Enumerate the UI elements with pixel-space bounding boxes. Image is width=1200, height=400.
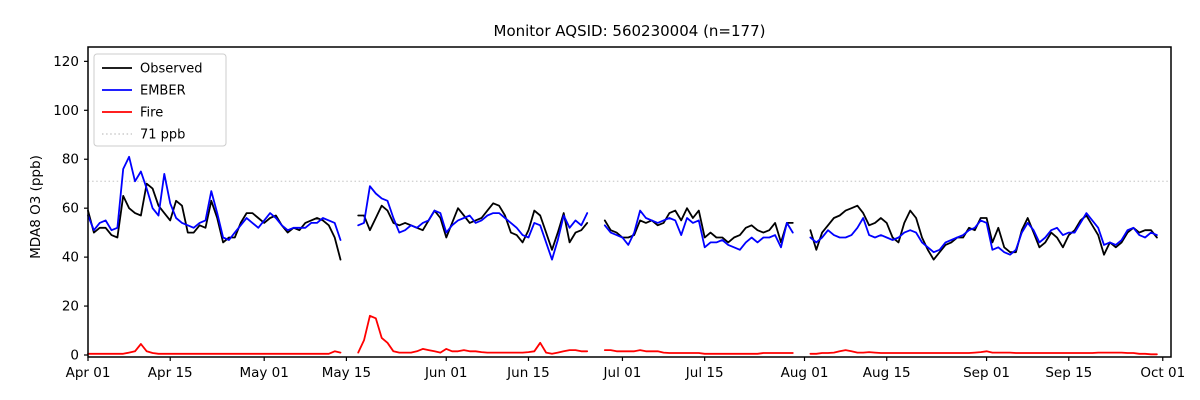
legend-item: Observed [102,62,203,77]
x-tick-label: Jul 15 [685,365,724,381]
y-tick-label: 100 [53,103,79,119]
legend-label: Observed [140,62,203,77]
y-tick-label: 40 [62,250,79,266]
x-tick-label: Sep 15 [1045,365,1092,381]
x-tick-label: Oct 01 [1140,365,1185,381]
x-tick-label: Apr 15 [148,365,193,381]
x-tick-label: Apr 01 [66,365,111,381]
x-tick-label: Aug 15 [863,365,911,381]
y-tick-label: 60 [62,201,79,217]
y-tick-label: 80 [62,152,79,168]
legend-box [93,53,227,147]
chart-title: Monitor AQSID: 560230004 (n=177) [493,22,766,40]
legend-item: Fire [102,106,163,121]
fire-line [87,314,1158,356]
plot-border [87,46,1172,358]
legend-item: EMBER [102,84,186,99]
y-axis-label: MDA8 O3 (ppb) [28,155,44,259]
observed-line [87,182,1158,261]
x-tick-label: Jun 01 [424,365,468,381]
x-tick-label: Aug 01 [781,365,829,381]
legend: Observed EMBER Fire 71 ppb [93,53,227,147]
y-tick-label: 20 [62,299,79,315]
x-tick-label: May 01 [239,365,288,381]
y-tick-label: 0 [70,348,79,364]
x-tick-label: Jul 01 [603,365,642,381]
legend-label: 71 ppb [140,128,185,143]
ember-line [87,155,1158,261]
y-tick-label: 120 [53,54,79,70]
x-tick-label: May 15 [322,365,371,381]
x-tick-label: Jun 15 [506,365,550,381]
legend-item: 71 ppb [102,128,185,143]
legend-label: Fire [140,106,163,121]
legend-label: EMBER [140,84,186,99]
x-tick-label: Sep 01 [963,365,1010,381]
